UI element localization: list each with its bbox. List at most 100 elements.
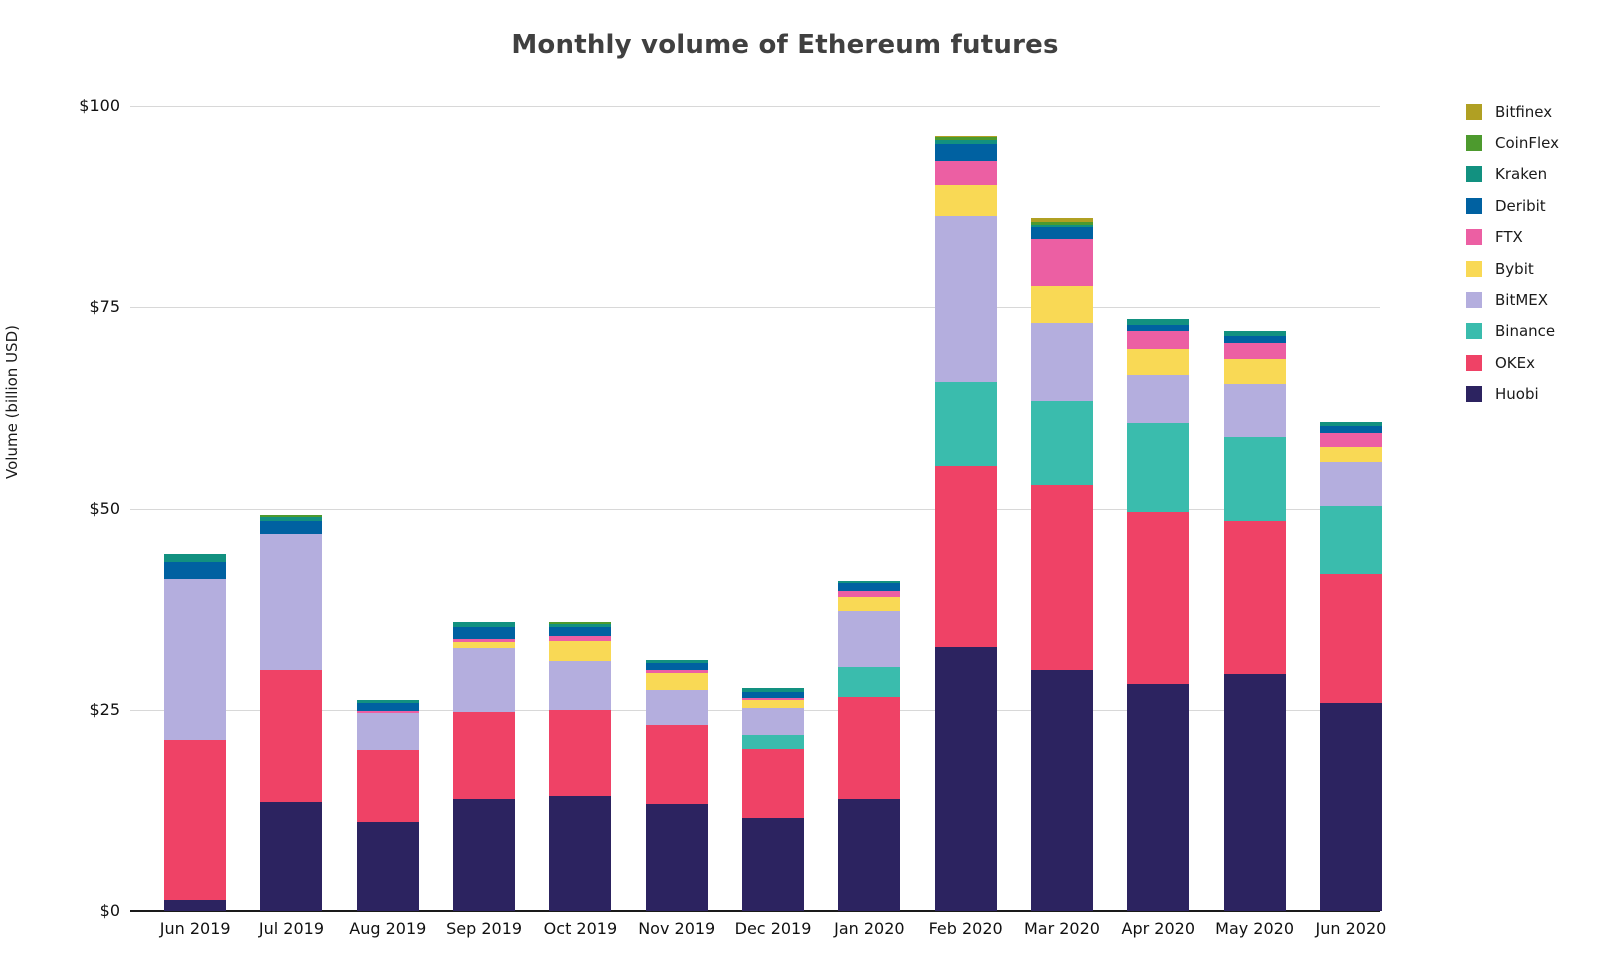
bar-segment[interactable] bbox=[356, 700, 419, 703]
bar-segment[interactable] bbox=[838, 581, 901, 584]
bar-segment[interactable] bbox=[1030, 238, 1093, 287]
bar-segment[interactable] bbox=[549, 661, 612, 710]
bar-segment[interactable] bbox=[1223, 383, 1286, 437]
legend-item-bitmex[interactable]: BitMEX bbox=[1466, 284, 1559, 315]
bar-segment[interactable] bbox=[838, 696, 901, 800]
bar-segment[interactable] bbox=[356, 750, 419, 823]
bar-segment[interactable] bbox=[453, 622, 516, 627]
bar-segment[interactable] bbox=[1223, 520, 1286, 674]
bar-segment[interactable] bbox=[1127, 325, 1190, 331]
bar-segment[interactable] bbox=[1319, 446, 1382, 462]
bar-segment[interactable] bbox=[645, 663, 708, 670]
bar-segment[interactable] bbox=[934, 139, 997, 144]
legend-item-deribit[interactable]: Deribit bbox=[1466, 190, 1559, 221]
bar-segment[interactable] bbox=[1030, 286, 1093, 323]
bar-segment[interactable] bbox=[934, 184, 997, 216]
bar-segment[interactable] bbox=[356, 710, 419, 713]
bar-segment[interactable] bbox=[549, 641, 612, 662]
bar-segment[interactable] bbox=[356, 713, 419, 751]
legend-item-bybit[interactable]: Bybit bbox=[1466, 253, 1559, 284]
bar-segment[interactable] bbox=[453, 642, 516, 648]
bar-segment[interactable] bbox=[838, 597, 901, 611]
bar-segment[interactable] bbox=[645, 689, 708, 726]
bar-segment[interactable] bbox=[934, 160, 997, 185]
bar-segment[interactable] bbox=[1319, 506, 1382, 574]
bar-segment[interactable] bbox=[1127, 330, 1190, 350]
bar-segment[interactable] bbox=[260, 514, 323, 518]
bar-segment[interactable] bbox=[1127, 374, 1190, 424]
bar-segment[interactable] bbox=[934, 382, 997, 466]
bar-segment[interactable] bbox=[742, 708, 805, 735]
bar-segment[interactable] bbox=[1319, 422, 1382, 427]
bar-segment[interactable] bbox=[742, 734, 805, 750]
bar-segment[interactable] bbox=[1319, 461, 1382, 507]
bar-segment[interactable] bbox=[549, 709, 612, 796]
bar-segment[interactable] bbox=[453, 712, 516, 800]
bar-segment[interactable] bbox=[260, 517, 323, 521]
bar-segment[interactable] bbox=[1319, 426, 1382, 433]
bar-segment[interactable] bbox=[549, 624, 612, 627]
bar-segment[interactable] bbox=[838, 583, 901, 592]
bar-segment[interactable] bbox=[1223, 331, 1286, 337]
bar-segment[interactable] bbox=[164, 561, 227, 580]
bar-segment[interactable] bbox=[453, 799, 516, 911]
bar-segment[interactable] bbox=[934, 137, 997, 140]
legend-item-binance[interactable]: Binance bbox=[1466, 316, 1559, 347]
bar-segment[interactable] bbox=[549, 635, 612, 642]
bar-segment[interactable] bbox=[934, 215, 997, 383]
bar-segment[interactable] bbox=[1223, 358, 1286, 384]
bar-segment[interactable] bbox=[260, 520, 323, 535]
legend-item-ftx[interactable]: FTX bbox=[1466, 222, 1559, 253]
bar-segment[interactable] bbox=[164, 554, 227, 562]
bar-segment[interactable] bbox=[1127, 423, 1190, 512]
bar-segment[interactable] bbox=[164, 740, 227, 900]
bar-segment[interactable] bbox=[549, 795, 612, 911]
bar-segment[interactable] bbox=[645, 659, 708, 664]
bar-segment[interactable] bbox=[453, 647, 516, 713]
bar-segment[interactable] bbox=[645, 725, 708, 804]
bar-segment[interactable] bbox=[1127, 511, 1190, 684]
bar-segment[interactable] bbox=[742, 697, 805, 701]
bar-segment[interactable] bbox=[453, 638, 516, 643]
bar-segment[interactable] bbox=[838, 799, 901, 911]
bar-segment[interactable] bbox=[356, 822, 419, 911]
bar-segment[interactable] bbox=[1030, 400, 1093, 486]
bar-segment[interactable] bbox=[549, 626, 612, 636]
bar-segment[interactable] bbox=[164, 579, 227, 741]
bar-segment[interactable] bbox=[838, 610, 901, 668]
bar-segment[interactable] bbox=[1127, 318, 1190, 326]
bar-segment[interactable] bbox=[1030, 221, 1093, 226]
bar-segment[interactable] bbox=[549, 622, 612, 625]
bar-segment[interactable] bbox=[260, 670, 323, 803]
bar-segment[interactable] bbox=[164, 899, 227, 911]
legend-item-coinflex[interactable]: CoinFlex bbox=[1466, 127, 1559, 158]
bar-segment[interactable] bbox=[1030, 670, 1093, 911]
bar-segment[interactable] bbox=[1223, 336, 1286, 343]
bar-segment[interactable] bbox=[934, 135, 997, 138]
bar-segment[interactable] bbox=[1319, 703, 1382, 911]
bar-segment[interactable] bbox=[1030, 226, 1093, 239]
bar-segment[interactable] bbox=[1319, 573, 1382, 704]
bar-segment[interactable] bbox=[1030, 217, 1093, 222]
bar-segment[interactable] bbox=[1030, 225, 1093, 227]
bar-segment[interactable] bbox=[934, 646, 997, 911]
bar-segment[interactable] bbox=[934, 465, 997, 647]
bar-segment[interactable] bbox=[645, 672, 708, 690]
bar-segment[interactable] bbox=[838, 667, 901, 697]
legend-item-huobi[interactable]: Huobi bbox=[1466, 379, 1559, 410]
bar-segment[interactable] bbox=[1223, 673, 1286, 911]
bar-segment[interactable] bbox=[1030, 322, 1093, 401]
bar-segment[interactable] bbox=[934, 143, 997, 161]
legend-item-okex[interactable]: OKEx bbox=[1466, 347, 1559, 378]
bar-segment[interactable] bbox=[260, 802, 323, 911]
bar-segment[interactable] bbox=[645, 669, 708, 673]
bar-segment[interactable] bbox=[453, 626, 516, 639]
bar-segment[interactable] bbox=[742, 692, 805, 698]
bar-segment[interactable] bbox=[260, 534, 323, 671]
bar-segment[interactable] bbox=[1127, 684, 1190, 911]
bar-segment[interactable] bbox=[1319, 432, 1382, 447]
bar-segment[interactable] bbox=[645, 803, 708, 911]
bar-segment[interactable] bbox=[742, 688, 805, 693]
bar-segment[interactable] bbox=[356, 702, 419, 711]
bar-segment[interactable] bbox=[1223, 342, 1286, 359]
